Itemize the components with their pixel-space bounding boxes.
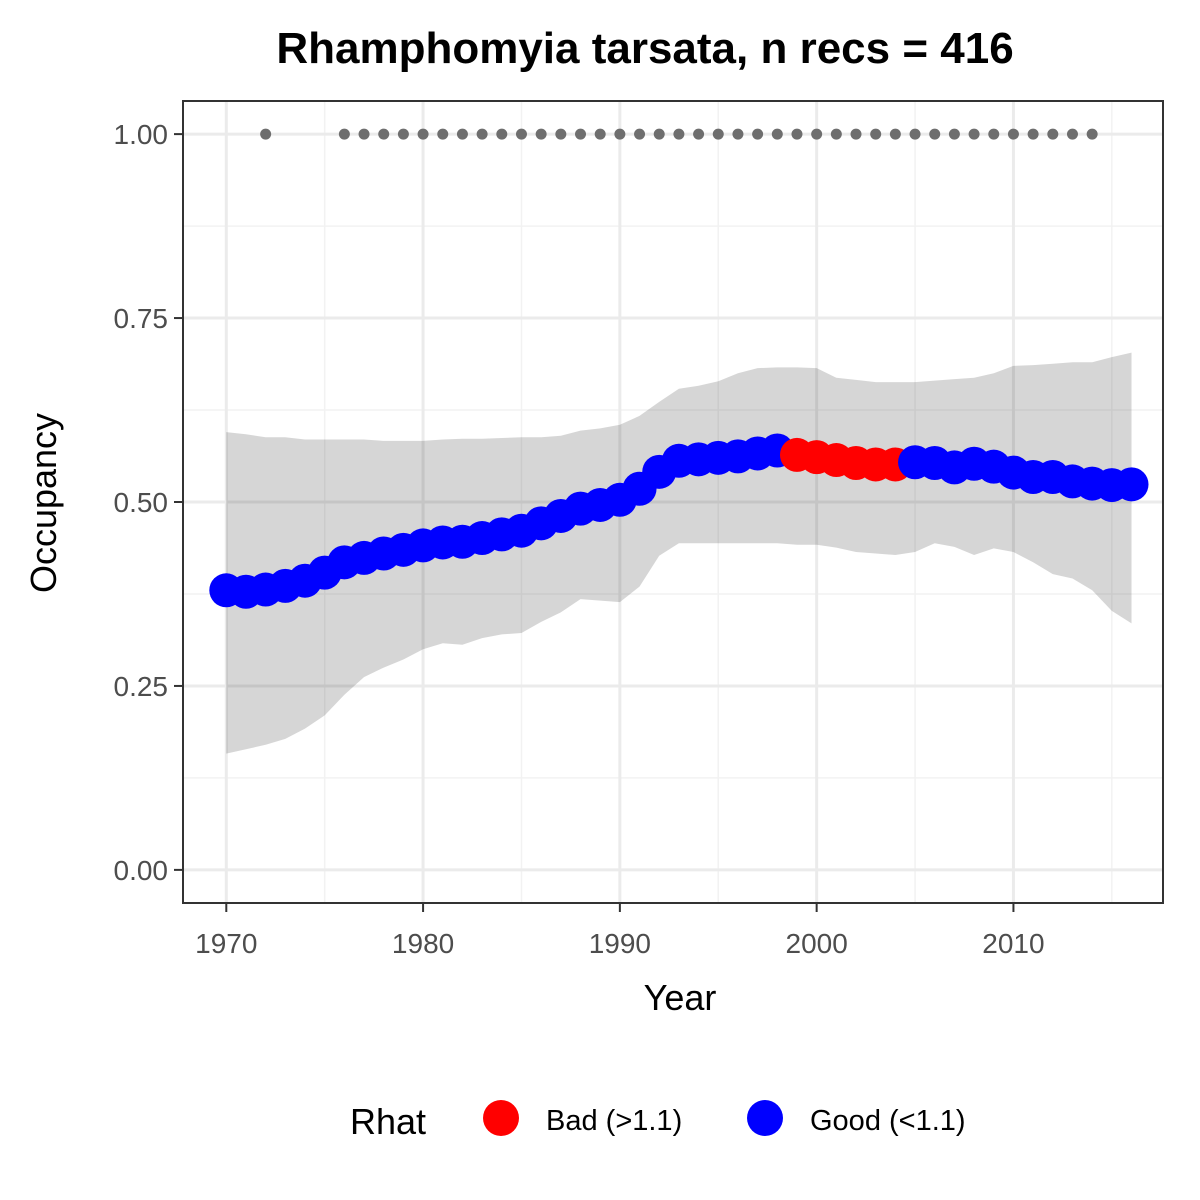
record-point [1047,128,1059,140]
x-tick-label: 1970 [195,928,257,959]
record-point [1027,128,1039,140]
legend-label-bad: Bad (>1.1) [546,1105,682,1137]
chart-title: Rhamphomyia tarsata, n recs = 416 [276,24,1013,73]
x-tick-label: 1980 [392,928,454,959]
x-tick-label: 2000 [786,928,848,959]
record-point [456,128,468,140]
x-tick-label: 2010 [982,928,1044,959]
record-point [673,128,685,140]
record-point [712,128,724,140]
record-point [1066,128,1078,140]
y-tick-label: 0.00 [114,855,169,886]
record-point [535,128,547,140]
record-point [732,128,744,140]
record-point [555,128,567,140]
record-point [476,128,488,140]
record-point [397,128,409,140]
record-point [496,128,508,140]
record-point [752,128,764,140]
record-point [693,128,705,140]
legend-key-good [747,1100,783,1136]
y-tick-label: 0.75 [114,303,169,334]
record-point [515,128,527,140]
plot-panel [182,100,1164,904]
y-axis-title: Occupancy [23,413,64,593]
legend-key-bad [483,1100,519,1136]
x-tick-label: 1990 [589,928,651,959]
record-point [771,128,783,140]
record-point [338,128,350,140]
legend: Rhat Bad (>1.1) Good (<1.1) [350,1100,966,1142]
record-point [1007,128,1019,140]
record-point [358,128,370,140]
record-point [260,128,272,140]
y-tick-label: 0.50 [114,487,169,518]
record-point [437,128,449,140]
record-point [889,128,901,140]
record-point [830,128,842,140]
record-point [614,128,626,140]
record-point [575,128,587,140]
record-point [378,128,390,140]
x-axis-title: Year [644,977,717,1018]
record-point [948,128,960,140]
record-point [791,128,803,140]
record-point [417,128,429,140]
record-point [850,128,862,140]
record-point [909,128,921,140]
legend-label-good: Good (<1.1) [810,1105,966,1137]
record-point [929,128,941,140]
record-point [634,128,646,140]
record-point [594,128,606,140]
record-point [811,128,823,140]
occupancy-point [1114,467,1149,502]
record-point [988,128,1000,140]
record-point [968,128,980,140]
y-tick-label: 0.25 [114,671,169,702]
record-point [1086,128,1098,140]
record-point [653,128,665,140]
legend-title: Rhat [350,1101,426,1142]
y-tick-label: 1.00 [114,119,169,150]
record-point [870,128,882,140]
